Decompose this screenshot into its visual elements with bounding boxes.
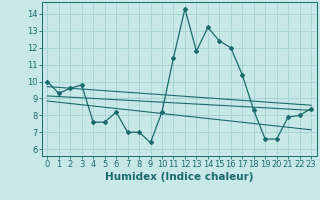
X-axis label: Humidex (Indice chaleur): Humidex (Indice chaleur)	[105, 172, 253, 182]
